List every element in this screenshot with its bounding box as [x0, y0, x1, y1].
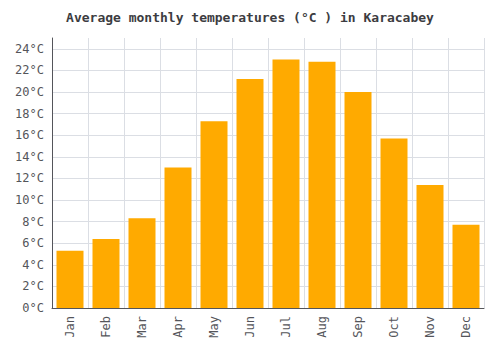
- svg-text:Apr: Apr: [171, 316, 185, 338]
- svg-text:18°C: 18°C: [15, 107, 44, 121]
- svg-text:10°C: 10°C: [15, 193, 44, 207]
- svg-text:22°C: 22°C: [15, 63, 44, 77]
- svg-text:0°C: 0°C: [22, 301, 44, 315]
- svg-text:Feb: Feb: [99, 316, 113, 338]
- svg-text:Jun: Jun: [243, 316, 257, 338]
- svg-text:4°C: 4°C: [22, 258, 44, 272]
- svg-text:20°C: 20°C: [15, 85, 44, 99]
- svg-text:6°C: 6°C: [22, 236, 44, 250]
- svg-text:12°C: 12°C: [15, 171, 44, 185]
- svg-text:Nov: Nov: [423, 316, 437, 338]
- svg-text:May: May: [207, 316, 221, 338]
- svg-text:Jul: Jul: [279, 316, 293, 338]
- svg-text:16°C: 16°C: [15, 128, 44, 142]
- svg-text:8°C: 8°C: [22, 215, 44, 229]
- svg-text:Dec: Dec: [459, 316, 473, 338]
- svg-text:Jan: Jan: [63, 316, 77, 338]
- svg-text:Average monthly temperatures (: Average monthly temperatures (°C ) in Ka…: [66, 10, 434, 25]
- svg-text:Sep: Sep: [351, 316, 365, 338]
- svg-text:24°C: 24°C: [15, 42, 44, 56]
- svg-text:Mar: Mar: [135, 316, 149, 338]
- svg-text:Oct: Oct: [387, 316, 401, 338]
- svg-text:Aug: Aug: [315, 316, 329, 338]
- svg-text:14°C: 14°C: [15, 150, 44, 164]
- svg-text:2°C: 2°C: [22, 279, 44, 293]
